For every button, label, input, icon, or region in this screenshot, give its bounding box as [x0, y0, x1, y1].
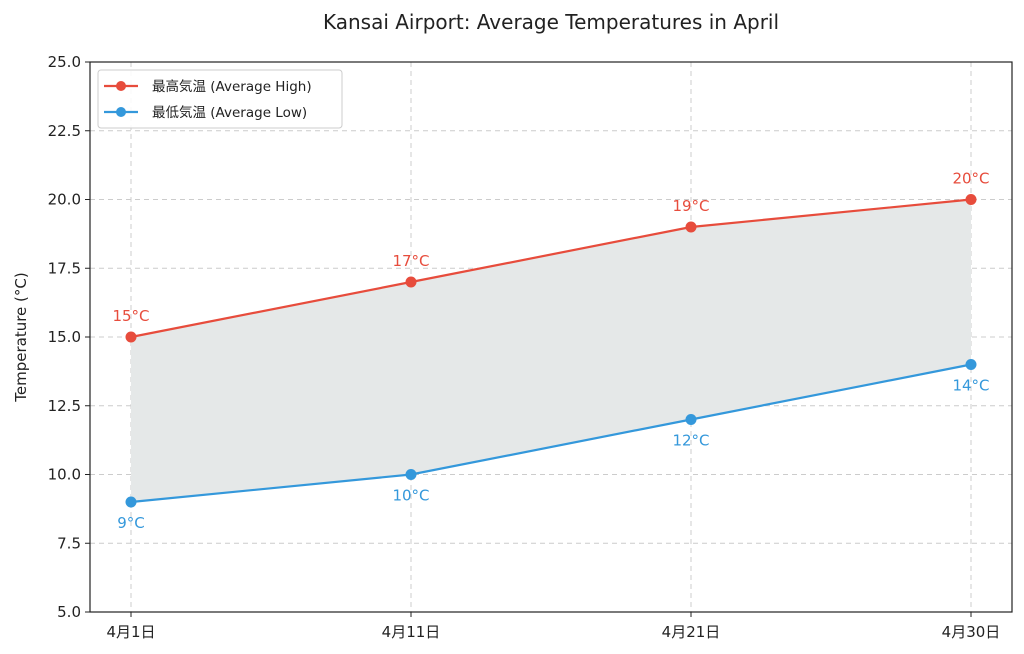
x-tick-label: 4月1日	[106, 623, 155, 641]
x-tick-label: 4月11日	[382, 623, 441, 641]
data-label: 14°C	[952, 377, 989, 395]
y-tick-label: 15.0	[48, 328, 81, 346]
legend-marker	[116, 81, 126, 91]
data-label: 20°C	[952, 170, 989, 188]
data-point	[125, 331, 137, 343]
data-point	[125, 496, 137, 508]
data-point	[965, 194, 977, 205]
data-label: 9°C	[117, 514, 145, 532]
x-tick-label: 4月30日	[942, 623, 1001, 641]
data-point	[685, 414, 697, 425]
data-point	[965, 359, 977, 370]
data-point	[685, 221, 697, 233]
data-label: 15°C	[112, 307, 149, 325]
legend-marker	[116, 107, 126, 117]
data-label: 17°C	[392, 252, 429, 270]
y-tick-label: 20.0	[48, 191, 81, 209]
data-label: 19°C	[672, 197, 709, 215]
range-fill	[131, 199, 971, 502]
y-tick-label: 12.5	[48, 397, 81, 415]
data-label: 10°C	[392, 487, 429, 505]
series-line	[130, 198, 972, 339]
y-tick-label: 7.5	[57, 534, 81, 552]
legend-label: 最低気温 (Average Low)	[152, 105, 307, 121]
y-tick-label: 5.0	[57, 603, 81, 621]
y-tick-label: 25.0	[48, 53, 81, 71]
y-tick-label: 10.0	[48, 466, 81, 484]
legend-label: 最高気温 (Average High)	[152, 78, 312, 95]
data-point	[405, 276, 417, 288]
chart-title: Kansai Airport: Average Temperatures in …	[323, 10, 779, 34]
y-axis-label: Temperature (°C)	[12, 272, 30, 402]
legend: 最高気温 (Average High) 最低気温 (Average Low)	[97, 69, 343, 129]
y-tick-label: 17.5	[48, 259, 81, 277]
data-label: 12°C	[672, 432, 709, 450]
y-tick-label: 22.5	[48, 122, 81, 140]
x-tick-label: 4月21日	[662, 623, 721, 641]
series-line	[130, 363, 972, 504]
data-point	[405, 469, 417, 480]
